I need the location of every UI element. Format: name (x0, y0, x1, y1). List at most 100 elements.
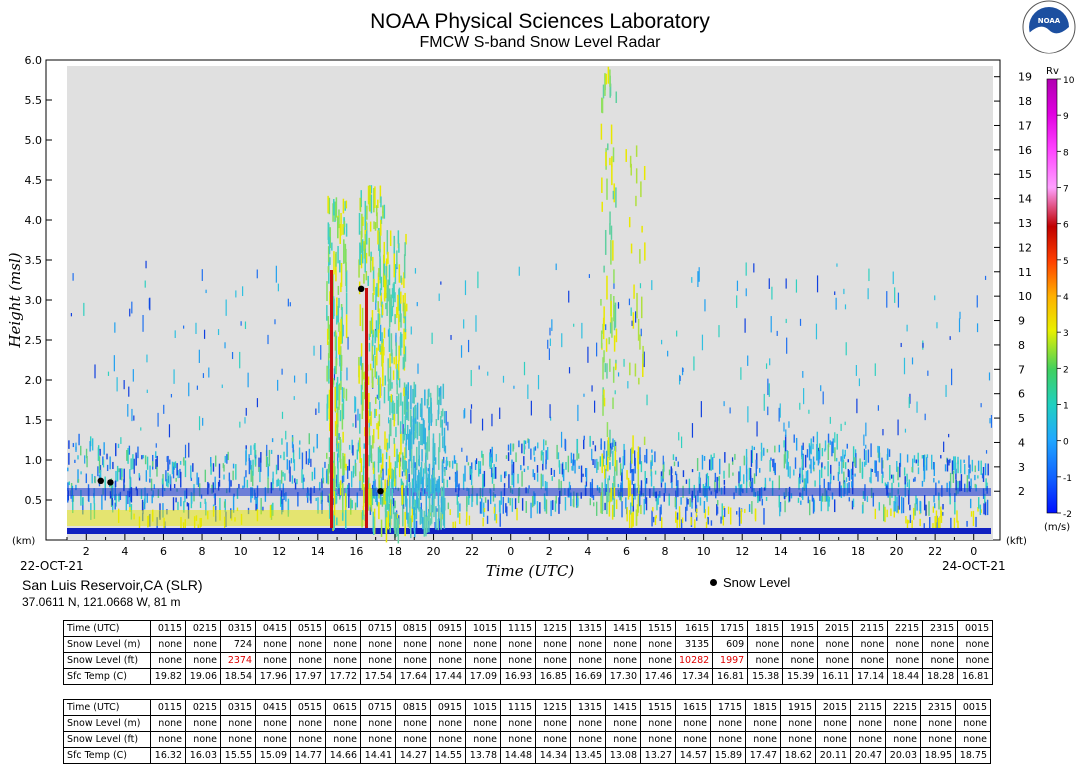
echo-mark (450, 334, 452, 340)
echo-mark (407, 382, 410, 400)
echo-mark (383, 387, 386, 404)
echo-mark (804, 478, 807, 489)
echo-mark (547, 339, 549, 349)
echo-mark (282, 471, 284, 477)
echo-mark (894, 287, 896, 303)
echo-mark (155, 451, 157, 459)
echo-mark (816, 447, 818, 460)
echo-mark (277, 454, 279, 471)
echo-mark (375, 320, 378, 338)
echo-mark (446, 460, 449, 466)
echo-mark (381, 332, 383, 344)
echo-mark (197, 524, 199, 532)
echo-mark (626, 507, 628, 522)
echo-mark (103, 442, 105, 455)
echo-mark (405, 386, 407, 396)
echo-mark (416, 421, 419, 440)
echo-mark (585, 467, 588, 482)
echo-mark (612, 240, 614, 261)
echo-mark (344, 201, 346, 211)
echo-mark (768, 278, 770, 289)
echo-mark (379, 448, 381, 463)
value-cell: none (500, 731, 536, 748)
echo-mark (280, 490, 283, 506)
value-cell: none (325, 636, 361, 653)
echo-mark (639, 447, 641, 464)
echo-mark (964, 464, 966, 475)
logo-text: NOAA (1038, 17, 1061, 25)
echo-mark (724, 452, 726, 463)
echo-mark (401, 401, 404, 425)
echo-mark (912, 507, 915, 520)
value-cell: none (957, 652, 994, 669)
echo-mark (720, 516, 722, 524)
echo-mark (355, 397, 357, 412)
echo-mark (461, 447, 463, 452)
value-cell: none (817, 636, 854, 653)
echo-mark (504, 471, 506, 479)
echo-mark (333, 480, 335, 492)
value-cell: 16.93 (500, 668, 536, 685)
echo-mark (336, 474, 339, 490)
echo-mark (678, 374, 681, 385)
echo-mark (707, 517, 709, 525)
echo-mark (829, 440, 831, 445)
echo-mark (545, 499, 548, 514)
echo-mark (369, 483, 371, 505)
echo-mark (426, 398, 429, 409)
echo-mark (878, 502, 881, 511)
echo-mark (718, 475, 720, 492)
echo-mark (936, 322, 938, 329)
echo-mark (959, 311, 961, 319)
echo-mark (446, 479, 449, 488)
echo-mark (939, 516, 941, 530)
echo-mark (698, 476, 700, 492)
echo-mark (470, 404, 473, 409)
echo-mark (245, 470, 247, 478)
value-cell: 13.45 (570, 747, 606, 764)
echo-mark (411, 485, 414, 509)
time-cell: 2115 (852, 620, 889, 637)
echo-mark (394, 314, 396, 325)
echo-mark (783, 440, 785, 448)
echo-mark (389, 353, 391, 368)
time-cell: 1015 (465, 699, 501, 716)
snow-level-dot-icon (710, 579, 717, 586)
echo-mark (449, 461, 451, 468)
echo-mark (963, 459, 965, 463)
echo-mark (149, 478, 151, 483)
echo-mark (335, 382, 338, 409)
echo-mark (707, 506, 710, 516)
echo-mark (527, 384, 529, 399)
echo-mark (869, 477, 871, 483)
echo-mark (887, 448, 889, 460)
echo-mark (984, 493, 986, 504)
echo-mark (809, 499, 811, 516)
echo-mark (77, 455, 79, 460)
echo-mark (851, 481, 853, 488)
echo-mark (317, 497, 319, 514)
echo-mark (389, 230, 392, 247)
echo-mark (339, 480, 342, 496)
echo-mark (412, 419, 415, 445)
echo-mark (420, 398, 423, 409)
value-cell: none (150, 715, 186, 732)
echo-mark (354, 462, 357, 477)
echo-mark (489, 452, 491, 467)
echo-mark (613, 335, 616, 352)
echo-mark (384, 483, 386, 505)
time-cell: 1515 (640, 699, 676, 716)
echo-mark (360, 231, 363, 253)
echo-mark (484, 497, 487, 503)
echo-mark (337, 443, 340, 458)
echo-mark (225, 299, 227, 316)
echo-mark (528, 485, 530, 489)
echo-mark (668, 469, 671, 476)
echo-mark (806, 470, 809, 484)
echo-mark (438, 476, 440, 493)
echo-mark (957, 520, 959, 529)
echo-mark (97, 466, 99, 477)
x-tick-label: 4 (121, 545, 128, 558)
echo-mark (743, 455, 746, 466)
echo-mark (809, 464, 811, 469)
